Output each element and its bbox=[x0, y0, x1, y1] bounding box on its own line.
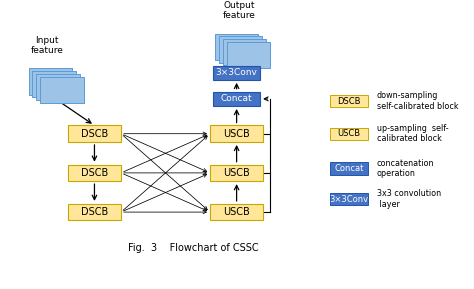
Text: USCB: USCB bbox=[223, 168, 250, 178]
Text: 3x3 convolution
 layer: 3x3 convolution layer bbox=[377, 189, 441, 209]
Text: USCB: USCB bbox=[223, 129, 250, 139]
Text: DSCB: DSCB bbox=[81, 207, 108, 217]
FancyBboxPatch shape bbox=[40, 77, 84, 103]
Text: Output
feature: Output feature bbox=[223, 1, 256, 21]
Text: down-sampling
self-calibrated block: down-sampling self-calibrated block bbox=[377, 91, 458, 111]
Text: Concat: Concat bbox=[221, 95, 253, 103]
FancyBboxPatch shape bbox=[219, 36, 262, 62]
Text: Concat: Concat bbox=[335, 164, 364, 173]
Text: DSCB: DSCB bbox=[337, 97, 361, 105]
Text: USCB: USCB bbox=[223, 207, 250, 217]
FancyBboxPatch shape bbox=[68, 165, 121, 181]
FancyBboxPatch shape bbox=[330, 95, 368, 107]
FancyBboxPatch shape bbox=[210, 204, 263, 221]
Text: 3×3Conv: 3×3Conv bbox=[329, 194, 369, 203]
FancyBboxPatch shape bbox=[330, 128, 368, 140]
Text: Input
feature: Input feature bbox=[31, 36, 64, 55]
FancyBboxPatch shape bbox=[36, 74, 80, 100]
Text: DSCB: DSCB bbox=[81, 168, 108, 178]
Text: USCB: USCB bbox=[337, 129, 361, 138]
FancyBboxPatch shape bbox=[68, 125, 121, 142]
FancyBboxPatch shape bbox=[68, 204, 121, 221]
Text: Fig.  3    Flowchart of CSSC: Fig. 3 Flowchart of CSSC bbox=[128, 243, 258, 253]
FancyBboxPatch shape bbox=[227, 42, 270, 68]
Text: 3×3Conv: 3×3Conv bbox=[216, 68, 257, 77]
Text: up-sampling  self-
calibrated block: up-sampling self- calibrated block bbox=[377, 124, 448, 143]
FancyBboxPatch shape bbox=[330, 162, 368, 175]
FancyBboxPatch shape bbox=[210, 165, 263, 181]
FancyBboxPatch shape bbox=[28, 68, 72, 95]
Text: DSCB: DSCB bbox=[81, 129, 108, 139]
FancyBboxPatch shape bbox=[223, 39, 266, 65]
FancyBboxPatch shape bbox=[213, 92, 260, 106]
FancyBboxPatch shape bbox=[210, 125, 263, 142]
FancyBboxPatch shape bbox=[213, 66, 260, 80]
FancyBboxPatch shape bbox=[32, 71, 76, 97]
Text: concatenation
operation: concatenation operation bbox=[377, 159, 435, 178]
FancyBboxPatch shape bbox=[215, 34, 258, 60]
FancyBboxPatch shape bbox=[330, 193, 368, 205]
